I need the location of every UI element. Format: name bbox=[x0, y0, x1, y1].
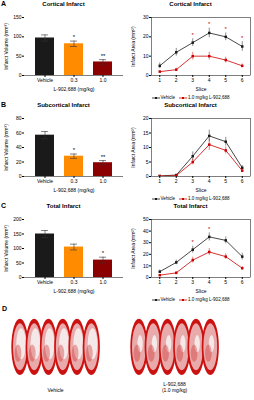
svg-text:5: 5 bbox=[224, 178, 227, 184]
svg-text:Vehicle: Vehicle bbox=[37, 77, 53, 83]
svg-text:0: 0 bbox=[146, 72, 149, 78]
html-text:1.0 mg/kg L-902,688: 1.0 mg/kg L-902,688 bbox=[188, 95, 230, 100]
svg-text:3: 3 bbox=[191, 279, 194, 285]
svg-text:L-902,688 (mg/kg): L-902,688 (mg/kg) bbox=[54, 288, 95, 294]
svg-text:Infarct Area (mm²): Infarct Area (mm²) bbox=[130, 26, 136, 67]
svg-text:4: 4 bbox=[208, 77, 211, 83]
svg-text:20: 20 bbox=[16, 159, 22, 165]
svg-text:Infarct Volume (mm³): Infarct Volume (mm³) bbox=[3, 225, 9, 272]
svg-text:4: 4 bbox=[208, 279, 211, 285]
svg-text:0: 0 bbox=[19, 274, 22, 280]
svg-text:**: ** bbox=[101, 53, 106, 59]
html-text:Vehicle: Vehicle bbox=[160, 297, 176, 302]
svg-text:80: 80 bbox=[16, 115, 22, 121]
svg-text:0.3: 0.3 bbox=[71, 77, 78, 83]
svg-text:3: 3 bbox=[191, 178, 194, 184]
svg-text:0: 0 bbox=[19, 72, 22, 78]
svg-text:100: 100 bbox=[13, 33, 22, 39]
svg-text:0.3: 0.3 bbox=[71, 178, 78, 184]
svg-text:5: 5 bbox=[146, 159, 149, 165]
svg-text:1: 1 bbox=[158, 77, 161, 83]
svg-text:5: 5 bbox=[224, 77, 227, 83]
svg-text:Infarct Volume (mm³): Infarct Volume (mm³) bbox=[3, 124, 9, 171]
svg-text:20: 20 bbox=[143, 115, 149, 121]
svg-text:2: 2 bbox=[175, 77, 178, 83]
svg-text:Infarct Area (mm²): Infarct Area (mm²) bbox=[130, 127, 136, 168]
svg-text:150: 150 bbox=[13, 231, 22, 237]
svg-text:Vehicle: Vehicle bbox=[48, 387, 64, 393]
svg-text:Vehicle: Vehicle bbox=[37, 279, 53, 285]
svg-text:Infarct Volume (mm³): Infarct Volume (mm³) bbox=[3, 23, 9, 70]
svg-text:4: 4 bbox=[208, 178, 211, 184]
svg-text:Vehicle: Vehicle bbox=[37, 178, 53, 184]
html-text:C: C bbox=[1, 202, 7, 209]
svg-text:*: * bbox=[225, 26, 228, 32]
svg-text:6: 6 bbox=[241, 279, 244, 285]
svg-text:30: 30 bbox=[143, 14, 149, 20]
svg-text:60: 60 bbox=[16, 130, 22, 136]
svg-text:**: ** bbox=[101, 154, 106, 160]
svg-text:15: 15 bbox=[143, 130, 149, 136]
svg-text:1.0: 1.0 bbox=[100, 178, 107, 184]
svg-text:1: 1 bbox=[158, 279, 161, 285]
svg-text:0: 0 bbox=[19, 173, 22, 179]
svg-text:*: * bbox=[241, 35, 244, 41]
svg-text:1.0: 1.0 bbox=[100, 279, 107, 285]
svg-text:*: * bbox=[73, 34, 76, 40]
svg-text:20: 20 bbox=[143, 33, 149, 39]
svg-text:L-902,688 (mg/kg): L-902,688 (mg/kg) bbox=[54, 187, 95, 193]
svg-text:100: 100 bbox=[13, 245, 22, 251]
html-text:Total Infarct: Total Infarct bbox=[46, 203, 81, 209]
html-text:Subcortical Infarct: Subcortical Infarct bbox=[37, 102, 90, 108]
svg-text:D: D bbox=[2, 305, 7, 312]
svg-text:L-902,688(1.0 mg/kg): L-902,688(1.0 mg/kg) bbox=[162, 381, 188, 393]
svg-text:50: 50 bbox=[143, 216, 149, 222]
svg-text:0: 0 bbox=[146, 274, 149, 280]
svg-text:6: 6 bbox=[241, 77, 244, 83]
svg-text:1: 1 bbox=[158, 178, 161, 184]
svg-text:150: 150 bbox=[13, 14, 22, 20]
svg-text:200: 200 bbox=[13, 216, 22, 222]
svg-text:2: 2 bbox=[175, 279, 178, 285]
svg-text:*: * bbox=[208, 226, 211, 232]
svg-text:3: 3 bbox=[191, 77, 194, 83]
svg-text:*: * bbox=[102, 250, 105, 256]
html-text:1.0 mg/kg L-902,688: 1.0 mg/kg L-902,688 bbox=[188, 297, 230, 302]
svg-text:40: 40 bbox=[143, 228, 149, 234]
svg-text:10: 10 bbox=[143, 144, 149, 150]
svg-text:Slice: Slice bbox=[196, 187, 207, 193]
html-text:Cortical Infarct: Cortical Infarct bbox=[42, 1, 85, 7]
svg-text:*: * bbox=[73, 147, 76, 153]
svg-text:6: 6 bbox=[241, 178, 244, 184]
html-text:Cortical Infarct: Cortical Infarct bbox=[169, 1, 212, 7]
svg-text:Slice: Slice bbox=[196, 288, 207, 294]
svg-text:40: 40 bbox=[16, 144, 22, 150]
html-text:A: A bbox=[1, 0, 7, 7]
svg-text:1.0: 1.0 bbox=[100, 77, 107, 83]
html-text:B: B bbox=[1, 101, 7, 108]
svg-text:0.3: 0.3 bbox=[71, 279, 78, 285]
html-text:Vehicle: Vehicle bbox=[160, 95, 176, 100]
html-text:Subcortical Infarct: Subcortical Infarct bbox=[164, 102, 217, 108]
html-text:Vehicle: Vehicle bbox=[160, 196, 176, 201]
svg-text:20: 20 bbox=[143, 251, 149, 257]
svg-text:10: 10 bbox=[143, 263, 149, 269]
html-text:1.0 mg/kg L-902,688: 1.0 mg/kg L-902,688 bbox=[188, 196, 230, 201]
svg-text:Infarct Area (mm²): Infarct Area (mm²) bbox=[130, 228, 136, 269]
svg-text:50: 50 bbox=[16, 260, 22, 266]
svg-text:Slice: Slice bbox=[196, 86, 207, 92]
svg-text:L-902,688 (mg/kg): L-902,688 (mg/kg) bbox=[54, 86, 95, 92]
svg-text:0: 0 bbox=[146, 173, 149, 179]
html-text:Total Infarct: Total Infarct bbox=[173, 203, 208, 209]
svg-text:50: 50 bbox=[16, 53, 22, 59]
svg-text:*: * bbox=[192, 239, 195, 245]
svg-text:10: 10 bbox=[143, 53, 149, 59]
svg-text:*: * bbox=[208, 21, 211, 27]
svg-text:*: * bbox=[192, 32, 195, 38]
svg-text:30: 30 bbox=[143, 239, 149, 245]
svg-text:2: 2 bbox=[175, 178, 178, 184]
svg-text:5: 5 bbox=[224, 279, 227, 285]
